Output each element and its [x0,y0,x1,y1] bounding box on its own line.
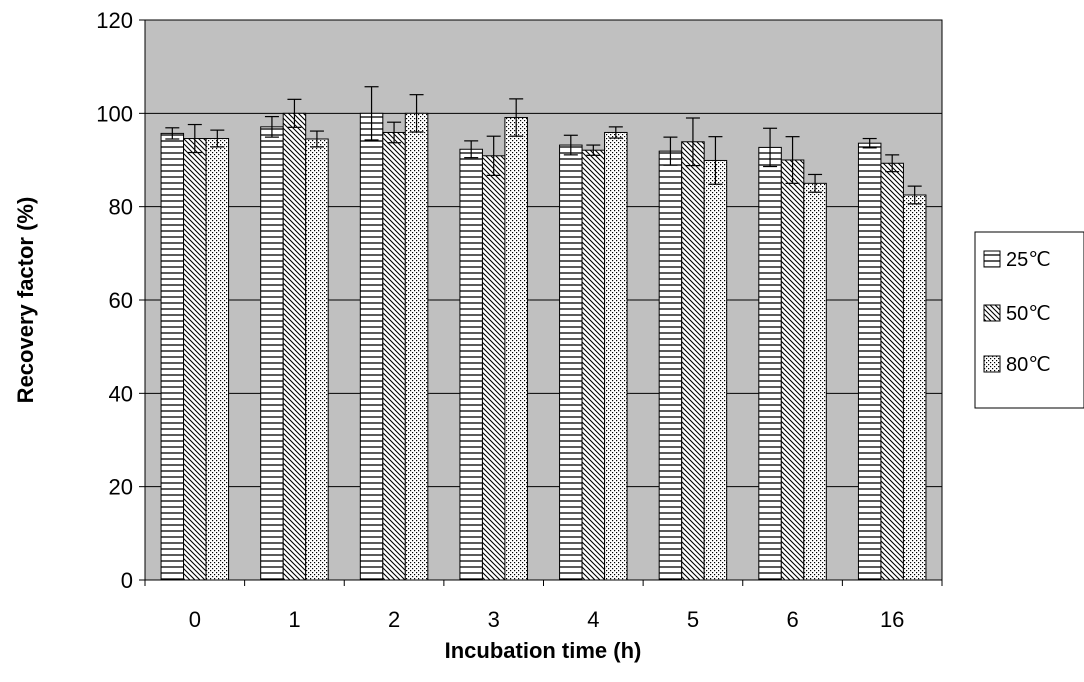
bar-2-2 [404,112,429,581]
y-tick-label-0: 0 [121,568,133,593]
x-tick-label-1: 1 [288,607,300,632]
y-axis-title: Recovery factor (%) [13,197,38,404]
legend-swatch-0 [983,250,1001,268]
bar-2-16 [902,194,927,581]
bar-1-1 [282,112,307,581]
bar-0-2 [359,112,384,581]
x-axis-title: Incubation time (h) [445,638,642,663]
bar-0-16 [857,142,882,581]
x-tick-label-16: 16 [880,607,904,632]
axes [139,19,943,586]
error-bars-group [165,86,922,205]
bar-2-0 [205,138,230,581]
bar-2-1 [305,138,329,581]
bar-1-6 [780,159,805,581]
x-tick-label-2: 2 [388,607,400,632]
y-tick-labels: 0 20 40 60 80 100 120 [96,8,133,593]
bar-0-4 [559,144,583,581]
legend-label-2: 80℃ [1006,354,1051,376]
bar-0-1 [260,126,284,581]
legend-swatch-2 [983,355,1001,373]
y-tick-label-60: 60 [109,288,133,313]
bars-group [160,112,927,581]
bar-2-4 [604,131,628,581]
bar-1-2 [382,131,406,581]
legend-label-1: 50℃ [1006,303,1051,325]
x-tick-label-3: 3 [488,607,500,632]
x-tick-label-5: 5 [687,607,699,632]
y-tick-label-100: 100 [96,101,133,126]
bar-2-5 [703,159,728,581]
bar-1-5 [681,141,705,581]
y-tick-label-20: 20 [109,475,133,500]
y-tick-label-80: 80 [109,195,133,220]
bar-0-5 [658,150,683,581]
bar-1-16 [880,162,904,581]
legend-label-0: 25℃ [1006,249,1051,271]
y-tick-label-120: 120 [96,8,133,33]
bar-1-4 [581,149,606,581]
bar-2-6 [803,182,827,581]
y-tick-label-40: 40 [109,381,133,406]
legend-swatch-1 [983,304,1001,322]
bar-1-3 [481,155,506,581]
x-tick-label-0: 0 [189,607,201,632]
x-tick-label-6: 6 [786,607,798,632]
bar-1-0 [183,138,207,581]
bar-2-3 [504,117,528,581]
legend: 25℃ 50℃ 80℃ [974,231,1084,409]
bar-0-3 [459,148,483,581]
bar-0-0 [160,132,185,581]
x-tick-label-4: 4 [587,607,599,632]
bar-0-6 [758,146,782,581]
x-tick-labels: 0 1 2 3 4 5 6 16 [189,607,905,632]
